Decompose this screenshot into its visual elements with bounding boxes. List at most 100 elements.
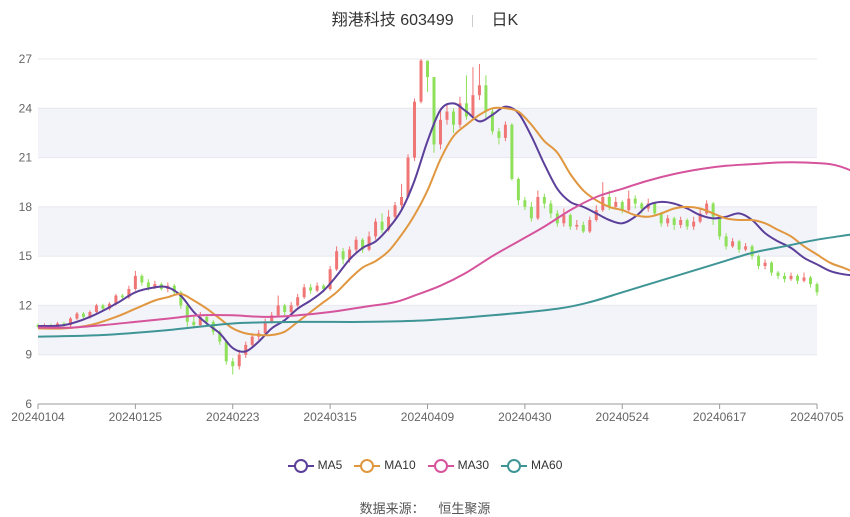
source-label: 数据来源：	[359, 501, 425, 516]
candle-body	[724, 236, 728, 247]
candle-body	[523, 200, 527, 207]
candle-body	[120, 295, 124, 298]
candle-body	[302, 287, 306, 298]
candle-body	[698, 213, 702, 222]
candle-body	[231, 361, 235, 367]
candle-body	[640, 203, 644, 209]
candle-body	[620, 201, 624, 211]
legend-marker-icon	[287, 459, 314, 474]
candle-body	[594, 210, 598, 220]
candle-body	[497, 131, 501, 138]
candle-body	[400, 197, 404, 206]
candle-body	[348, 249, 352, 260]
x-tick-label: 20240705	[790, 410, 844, 424]
candle-body	[250, 336, 254, 345]
y-tick-label: 12	[19, 298, 33, 312]
candle-body	[413, 101, 417, 158]
title-separator	[472, 14, 474, 27]
candle-body	[419, 60, 423, 102]
candle-body	[718, 216, 722, 237]
candle-body	[757, 256, 761, 266]
candle-body	[815, 284, 819, 293]
candle-body	[529, 206, 533, 219]
candle-body	[127, 289, 131, 298]
candle-body	[237, 354, 241, 367]
candle-body	[94, 305, 98, 312]
candle-body	[731, 241, 735, 247]
x-tick-label: 20240223	[206, 410, 260, 424]
candle-body	[783, 275, 787, 280]
candle-body	[335, 251, 339, 270]
data-source: 数据来源： 恒生聚源	[0, 498, 850, 517]
candle-body	[484, 85, 488, 112]
candle-body	[464, 103, 468, 117]
candle-body	[146, 282, 150, 288]
candle-body	[179, 292, 183, 306]
candle-body	[516, 178, 520, 201]
candle-body	[81, 313, 85, 317]
candle-body	[75, 313, 79, 319]
candle-body	[276, 305, 280, 316]
candles	[36, 59, 819, 375]
candle-body	[283, 305, 287, 312]
candle-body	[750, 246, 754, 257]
candle-body	[451, 111, 455, 125]
candle-body	[114, 295, 118, 304]
legend-label: MA10	[384, 458, 416, 473]
candle-body	[471, 95, 475, 117]
candle-body	[322, 285, 326, 289]
legend-label: MA5	[317, 458, 343, 473]
candle-body	[614, 201, 618, 207]
candle-body	[88, 312, 92, 317]
candle-body	[549, 203, 553, 214]
legend-item-ma60[interactable]: MA60	[501, 458, 563, 474]
y-tick-label: 15	[19, 249, 33, 263]
grid-band	[38, 305, 817, 355]
candle-body	[711, 203, 715, 217]
axes: 6 9 12 15 18 21 24 27 20240104 20240125 20240223 20…	[11, 52, 844, 424]
candle-body	[666, 218, 670, 224]
legend-item-ma10[interactable]: MA10	[354, 458, 416, 474]
candle-body	[387, 216, 391, 230]
legend-label: MA60	[531, 458, 563, 473]
candle-body	[490, 111, 494, 132]
candle-body	[328, 269, 332, 289]
candle-body	[341, 251, 345, 260]
grid	[38, 58, 817, 405]
stock-title: 翔港科技 603499	[331, 12, 454, 29]
candle-body	[198, 316, 202, 326]
candle-body	[263, 321, 267, 334]
x-tick-label: 20240125	[109, 410, 163, 424]
candle-body	[607, 197, 611, 207]
chart-title: 翔港科技 603499 日K	[0, 6, 850, 30]
y-tick-label: 27	[19, 52, 33, 66]
candle-body	[672, 218, 676, 225]
grid-band	[38, 108, 817, 158]
candle-body	[211, 321, 215, 332]
candle-body	[575, 224, 579, 227]
legend-item-ma5[interactable]: MA5	[287, 458, 343, 474]
ma-line-ma30	[37, 161, 850, 329]
candle-body	[296, 297, 300, 306]
candle-body	[562, 215, 566, 224]
ma-line-ma60	[37, 233, 850, 338]
candle-body	[374, 221, 378, 237]
candle-body	[218, 331, 222, 342]
candle-body	[503, 124, 507, 138]
candle-body	[536, 197, 540, 219]
legend-item-ma30[interactable]: MA30	[427, 458, 489, 474]
candle-body	[426, 60, 429, 78]
candle-body	[770, 262, 774, 273]
candle-body	[627, 198, 631, 211]
candle-body	[568, 215, 572, 227]
candle-body	[244, 344, 248, 355]
y-tick-label: 6	[25, 397, 32, 411]
candle-body	[224, 341, 228, 362]
candle-body	[432, 77, 436, 145]
source-provider: 恒生聚源	[438, 501, 491, 516]
candle-body	[510, 124, 514, 179]
x-tick-label: 20240104	[11, 410, 65, 424]
candle-body	[789, 275, 793, 280]
candle-body	[289, 305, 293, 312]
